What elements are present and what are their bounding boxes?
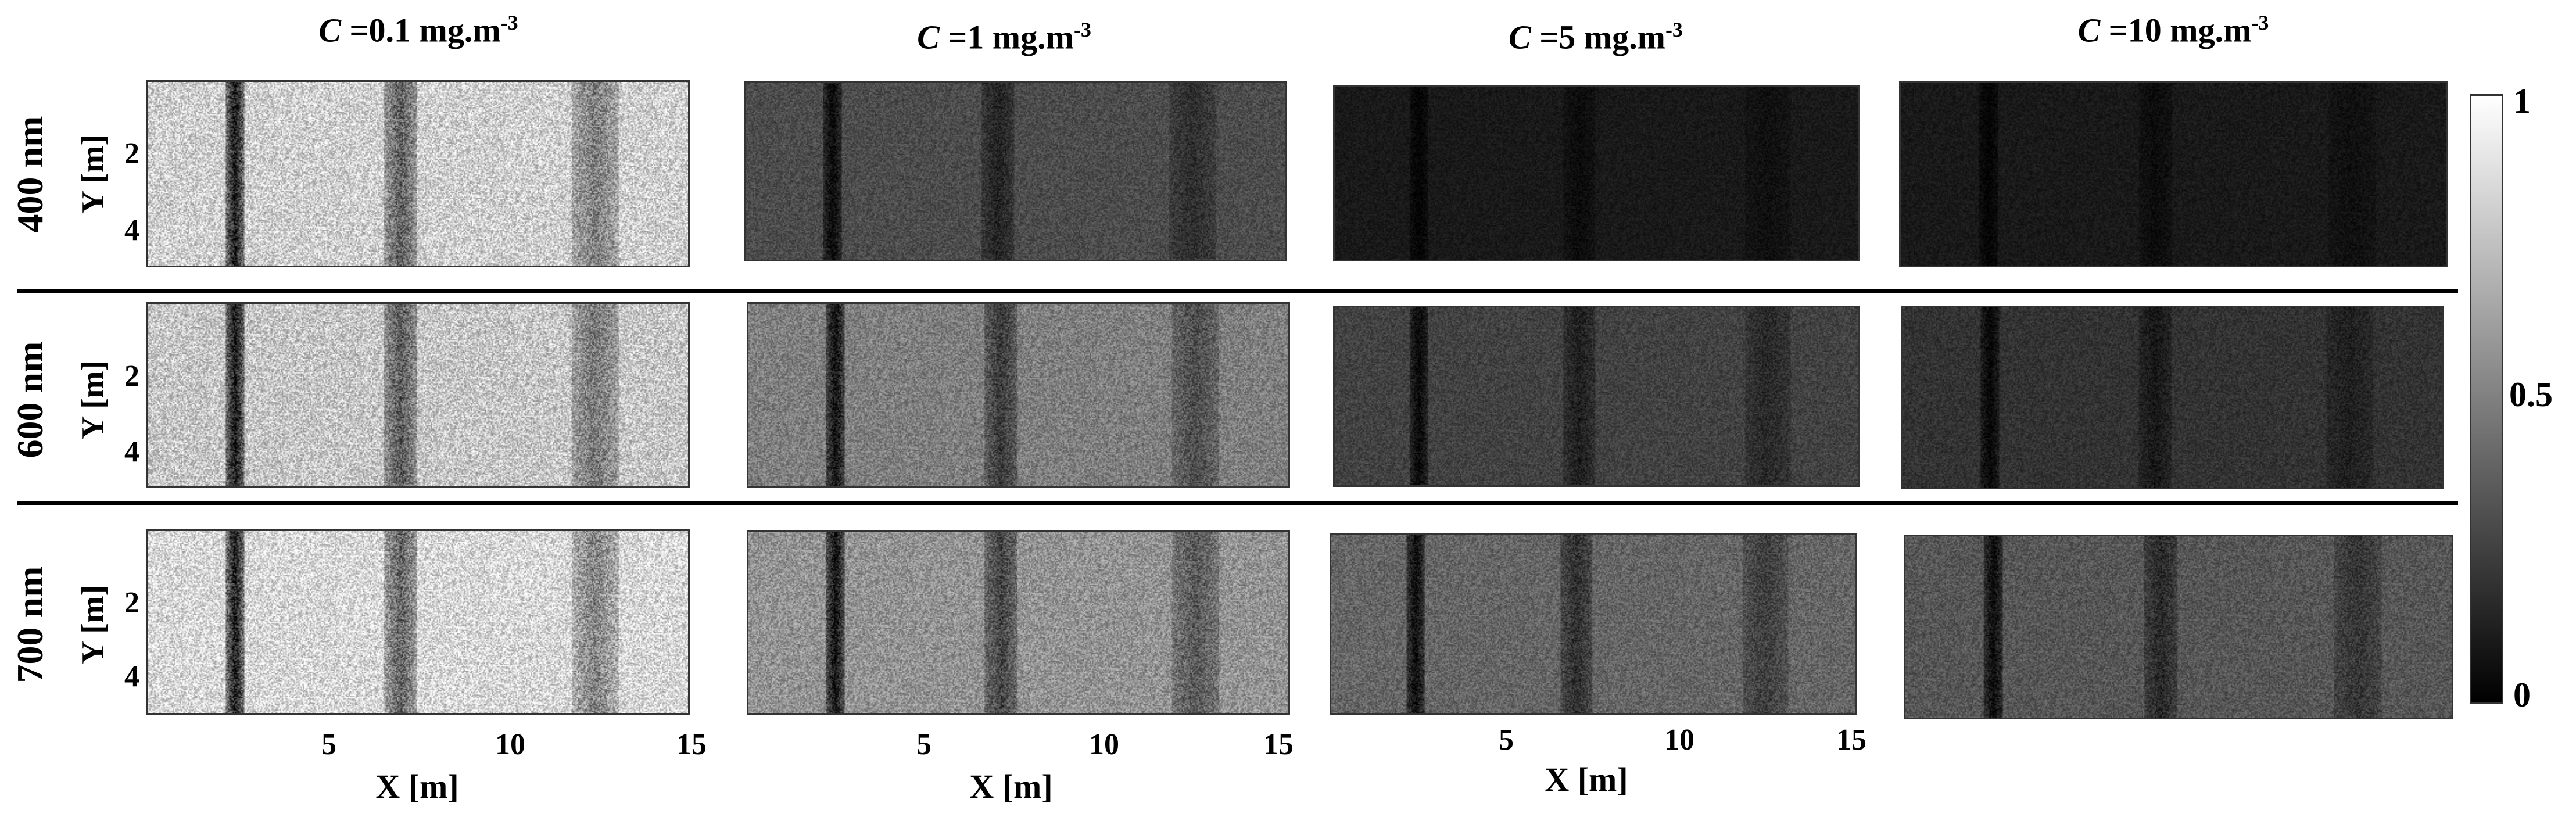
exponent: -3 (1665, 18, 1683, 41)
x-axis-label-col2: X [m] (969, 768, 1053, 805)
panel-canvas (148, 531, 688, 713)
x-tick-5-col3: 5 (1499, 723, 1514, 757)
panel-400nm-c1 (744, 81, 1287, 261)
exponent: -3 (1073, 18, 1091, 41)
row-label-700nm: 700 nm (9, 566, 51, 683)
row-separator-1 (17, 289, 2458, 293)
c-symbol: C (318, 11, 341, 49)
panel-400nm-c10 (1899, 81, 2448, 267)
x-tick-5-col2: 5 (916, 728, 931, 761)
column-title-3: C =5 mg.m-3 (1392, 17, 1799, 56)
x-tick-15-col3: 15 (1836, 723, 1866, 757)
row-label-600nm: 600 nm (9, 341, 51, 458)
x-tick-15-col2: 15 (1263, 728, 1294, 761)
x-axis-label-col1: X [m] (375, 768, 459, 805)
panel-600nm-c10 (1901, 306, 2444, 489)
colorbar-tick-0: 0 (2513, 676, 2531, 714)
panel-canvas (1901, 83, 2446, 266)
panel-700nm-c10 (1904, 535, 2453, 719)
exponent: -3 (500, 11, 518, 34)
y-tick-2-row1: 2 (124, 137, 139, 170)
concentration-value: =0.1 mg.m (341, 11, 501, 49)
panel-canvas (148, 82, 688, 266)
panel-canvas (1335, 87, 1858, 260)
colorbar-tick-1: 1 (2513, 82, 2531, 120)
panel-600nm-c5 (1333, 306, 1860, 487)
panel-canvas (1335, 307, 1858, 485)
colorbar (2470, 94, 2503, 704)
concentration-value: =10 mg.m (2100, 11, 2252, 49)
column-title-4: C =10 mg.m-3 (1970, 10, 2377, 49)
x-axis-label-col3: X [m] (1545, 761, 1628, 798)
panel-600nm-c0.1 (146, 302, 690, 488)
panel-canvas (148, 304, 688, 486)
panel-400nm-c0.1 (146, 80, 690, 267)
panel-canvas (746, 83, 1285, 260)
panel-canvas (748, 532, 1288, 713)
panel-canvas (748, 304, 1288, 486)
exponent: -3 (2251, 11, 2269, 34)
y-tick-2-row2: 2 (124, 360, 139, 393)
concentration-value: =1 mg.m (939, 18, 1074, 56)
y-tick-4-row2: 4 (124, 435, 139, 468)
x-tick-10-col3: 10 (1664, 723, 1694, 757)
x-tick-10-col1: 10 (495, 728, 525, 761)
y-tick-4-row1: 4 (124, 214, 139, 247)
panel-canvas (1903, 307, 2442, 488)
panel-canvas (1331, 535, 1855, 713)
column-title-2: C =1 mg.m-3 (801, 17, 1208, 56)
x-tick-10-col2: 10 (1089, 728, 1119, 761)
panel-700nm-c0.1 (146, 529, 690, 715)
panel-700nm-c1 (747, 530, 1290, 715)
c-symbol: C (1509, 18, 1531, 56)
colorbar-tick-0.5: 0.5 (2509, 375, 2553, 414)
row-label-400nm: 400 nm (9, 116, 51, 233)
c-symbol: C (2077, 11, 2101, 49)
panel-600nm-c1 (747, 302, 1290, 488)
c-symbol: C (917, 18, 940, 56)
x-tick-15-col1: 15 (676, 728, 707, 761)
row-separator-2 (17, 501, 2458, 505)
concentration-value: =5 mg.m (1531, 18, 1665, 56)
y-tick-2-row3: 2 (124, 586, 139, 619)
y-tick-4-row3: 4 (124, 660, 139, 693)
panel-700nm-c5 (1330, 533, 1857, 715)
panel-canvas (1905, 536, 2452, 718)
column-title-1: C =0.1 mg.m-3 (215, 10, 622, 49)
x-tick-5-col1: 5 (321, 728, 336, 761)
panel-400nm-c5 (1333, 85, 1860, 261)
